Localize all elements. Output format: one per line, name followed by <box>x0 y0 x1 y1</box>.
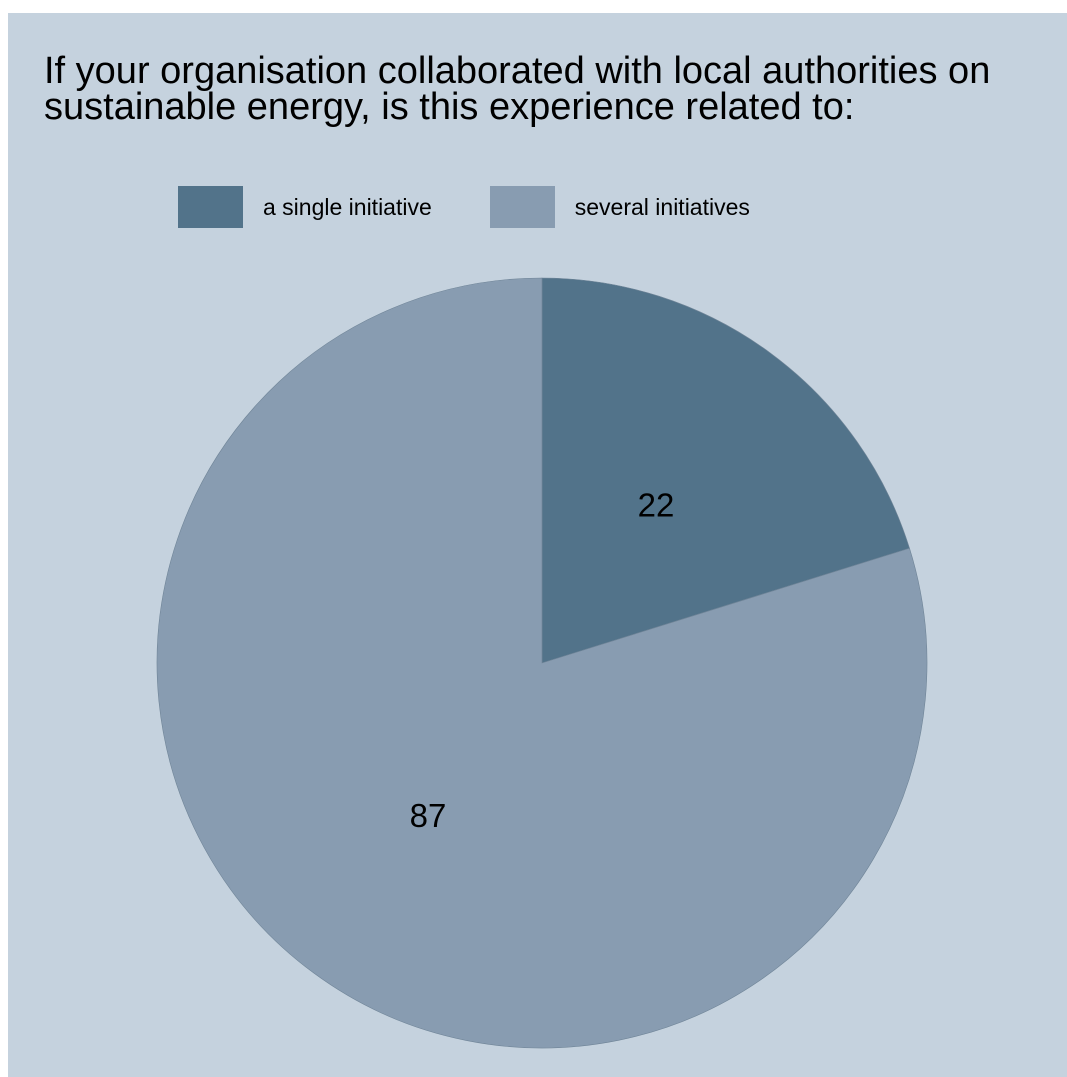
legend-swatch-several-initiatives <box>489 186 555 228</box>
legend-label-single-initiative: a single initiative <box>263 193 432 220</box>
pie-chart: 22 87 <box>156 277 928 1049</box>
legend-item-several-initiatives: several initiatives <box>489 186 750 228</box>
chart-title: If your organisation collaborated with l… <box>44 50 991 128</box>
pie-slices <box>156 277 928 1049</box>
pie-slice-several-initiatives <box>156 277 928 1049</box>
legend-swatch-single-initiative <box>178 186 243 228</box>
data-label-a-single-initiative: 22 <box>638 487 675 524</box>
pie-labels: 22 87 <box>410 487 675 834</box>
chart-panel: If your organisation collaborated with l… <box>8 13 1067 1077</box>
legend: a single initiative several initiatives <box>178 185 808 229</box>
data-label-several-initiatives: 87 <box>410 797 447 834</box>
legend-item-single-initiative: a single initiative <box>178 186 432 228</box>
legend-label-several-initiatives: several initiatives <box>574 193 750 220</box>
pie-slice-a-single-initiative <box>541 277 910 664</box>
